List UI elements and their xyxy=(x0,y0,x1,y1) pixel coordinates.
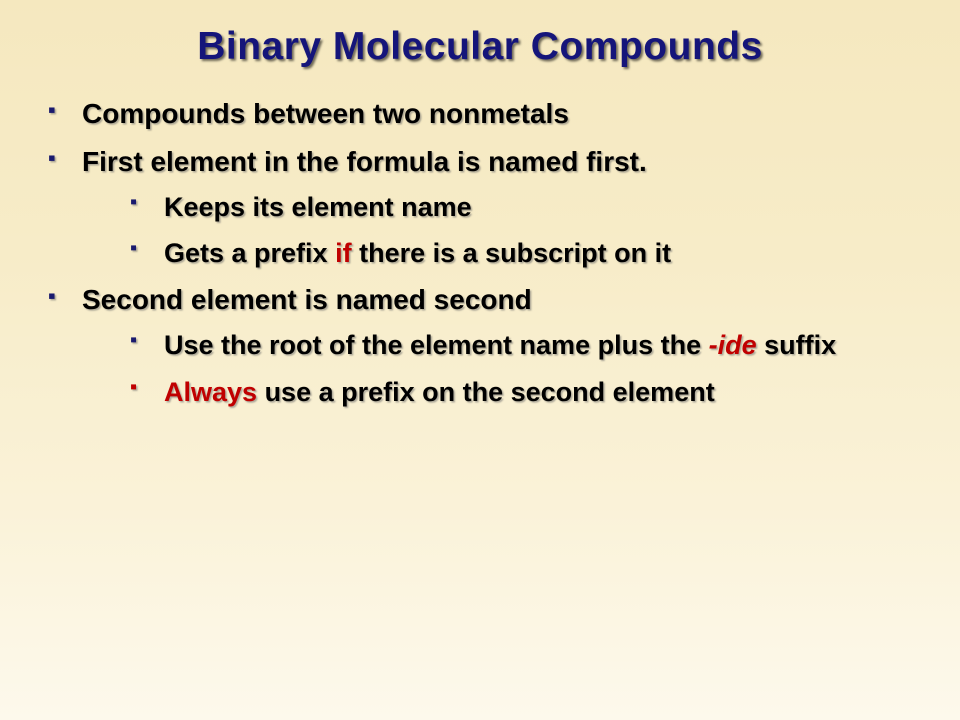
bullet-2a: Keeps its element name xyxy=(124,189,918,225)
bullet-list: Compounds between two nonmetals First el… xyxy=(42,95,918,410)
bullet-3: Second element is named second Use the r… xyxy=(42,281,918,410)
bullet-3-text: Second element is named second xyxy=(82,284,532,315)
bullet-2b: Gets a prefix if there is a subscript on… xyxy=(124,235,918,271)
bullet-1-text: Compounds between two nonmetals xyxy=(82,98,569,129)
bullet-2b-post: there is a subscript on it xyxy=(352,238,672,268)
bullet-2a-text: Keeps its element name xyxy=(164,192,472,222)
bullet-2-sublist: Keeps its element name Gets a prefix if … xyxy=(82,189,918,272)
bullet-2b-em: if xyxy=(335,238,352,268)
slide-title: Binary Molecular Compounds xyxy=(42,25,918,69)
bullet-3a-post: suffix xyxy=(757,330,837,360)
bullet-3b-em: Always xyxy=(164,377,257,407)
bullet-3b-post: use a prefix on the second element xyxy=(257,377,715,407)
bullet-3b: Always use a prefix on the second elemen… xyxy=(124,374,918,410)
bullet-3a-pre: Use the root of the element name plus th… xyxy=(164,330,709,360)
bullet-2: First element in the formula is named fi… xyxy=(42,143,918,272)
bullet-3-sublist: Use the root of the element name plus th… xyxy=(82,327,918,410)
bullet-2-text: First element in the formula is named fi… xyxy=(82,146,647,177)
slide: Binary Molecular Compounds Compounds bet… xyxy=(0,0,960,720)
bullet-1: Compounds between two nonmetals xyxy=(42,95,918,133)
bullet-3a-em: -ide xyxy=(709,330,757,360)
bullet-3a: Use the root of the element name plus th… xyxy=(124,327,918,363)
bullet-2b-pre: Gets a prefix xyxy=(164,238,335,268)
